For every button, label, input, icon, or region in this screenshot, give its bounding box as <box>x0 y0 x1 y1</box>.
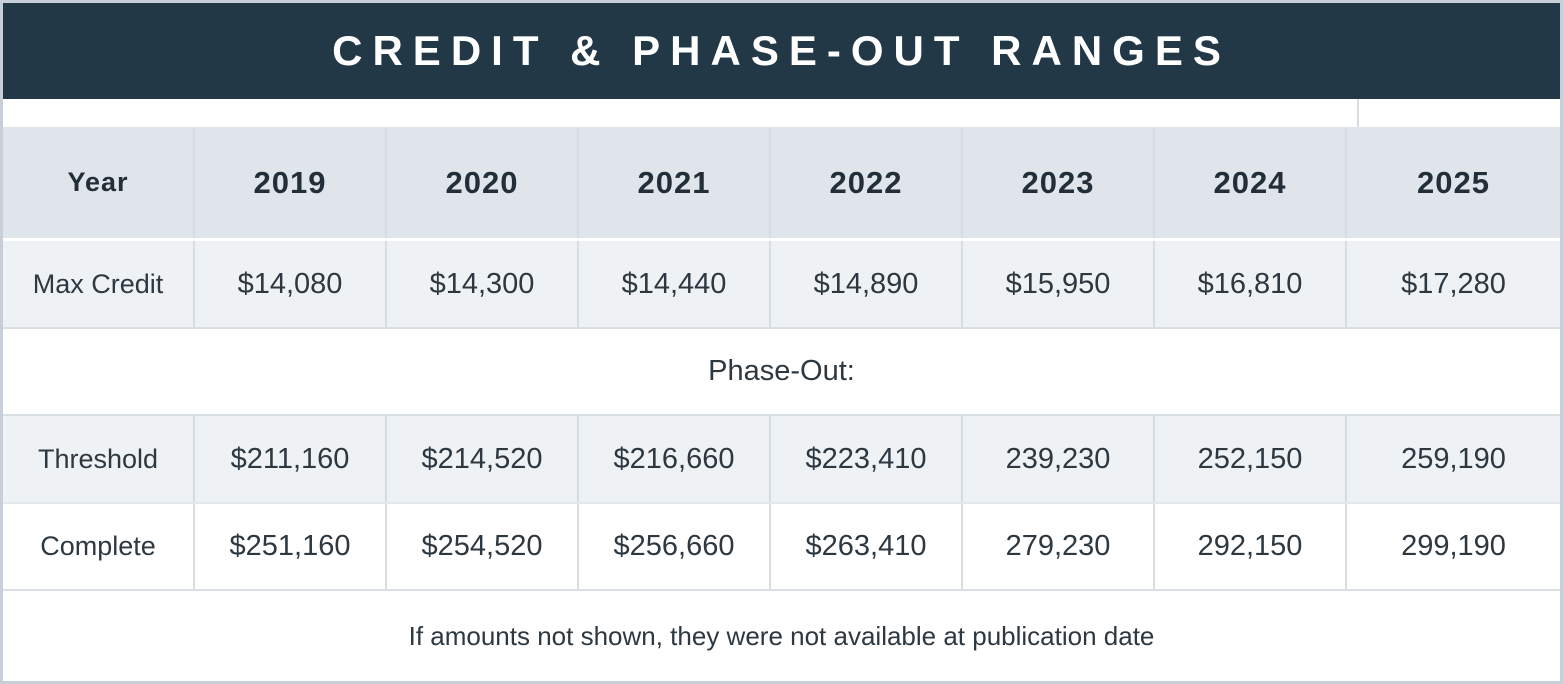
max-credit-value-2025: $17,280 <box>1345 241 1560 327</box>
max-credit-label: Max Credit <box>32 268 164 299</box>
complete-label: Complete <box>40 531 156 561</box>
complete-value-2024: 292,150 <box>1153 504 1345 589</box>
footnote-text: If amounts not shown, they were not avai… <box>408 620 1155 651</box>
header-cell-2020: 2020 <box>385 127 577 238</box>
threshold-label: Threshold <box>37 443 159 474</box>
header-cell-2019: 2019 <box>193 127 385 238</box>
threshold-value-2023: 239,230 <box>961 416 1153 502</box>
max-credit-value-2019: $14,080 <box>193 241 385 327</box>
complete-value-2021: $256,660 <box>577 504 769 589</box>
header-cell-2024: 2024 <box>1153 127 1345 238</box>
complete-row: Complete $251,160 $254,520 $256,660 $263… <box>3 502 1560 589</box>
complete-value-2019: $251,160 <box>193 504 385 589</box>
max-credit-value-2021: $14,440 <box>577 241 769 327</box>
complete-value-2025: 299,190 <box>1345 504 1560 589</box>
header-cell-year: Year <box>67 167 129 197</box>
threshold-value-2021: $216,660 <box>577 416 769 502</box>
complete-value-2020: $254,520 <box>385 504 577 589</box>
threshold-value-2022: $223,410 <box>769 416 961 502</box>
title-spacer-row <box>3 99 1560 127</box>
complete-value-2023: 279,230 <box>961 504 1153 589</box>
footnote-row: If amounts not shown, they were not avai… <box>3 589 1560 681</box>
threshold-value-2020: $214,520 <box>385 416 577 502</box>
threshold-row: Threshold $211,160 $214,520 $216,660 $22… <box>3 414 1560 502</box>
max-credit-row: Max Credit $14,080 $14,300 $14,440 $14,8… <box>3 241 1560 327</box>
max-credit-value-2020: $14,300 <box>385 241 577 327</box>
max-credit-value-2022: $14,890 <box>769 241 961 327</box>
header-cell-2021: 2021 <box>577 127 769 238</box>
max-credit-value-2024: $16,810 <box>1153 241 1345 327</box>
max-credit-value-2023: $15,950 <box>961 241 1153 327</box>
threshold-value-2019: $211,160 <box>193 416 385 502</box>
threshold-value-2025: 259,190 <box>1345 416 1560 502</box>
threshold-value-2024: 252,150 <box>1153 416 1345 502</box>
phase-out-header-row: Phase-Out: <box>3 327 1560 414</box>
header-cell-2023: 2023 <box>961 127 1153 238</box>
header-cell-2025: 2025 <box>1345 127 1560 238</box>
title-bar: CREDIT & PHASE-OUT RANGES <box>3 3 1560 99</box>
complete-value-2022: $263,410 <box>769 504 961 589</box>
spacer-column-divider <box>1357 99 1359 127</box>
page-title: CREDIT & PHASE-OUT RANGES <box>332 27 1231 74</box>
phase-out-label: Phase-Out: <box>708 355 855 387</box>
year-header-row: Year 2019 2020 2021 2022 2023 2024 2025 <box>3 127 1560 241</box>
header-cell-2022: 2022 <box>769 127 961 238</box>
